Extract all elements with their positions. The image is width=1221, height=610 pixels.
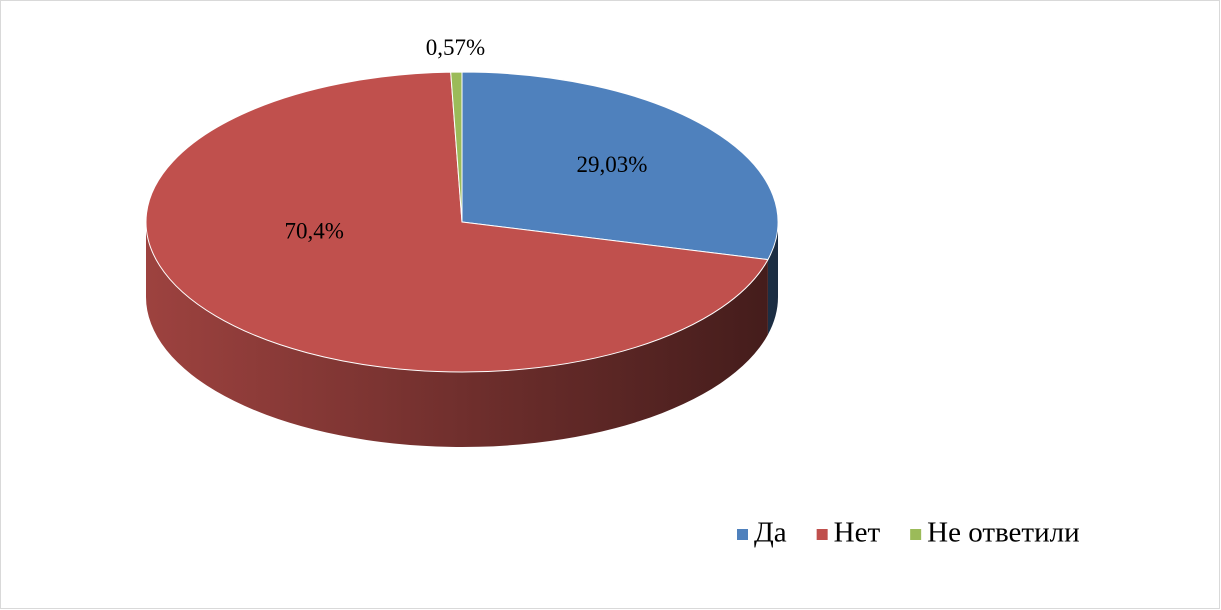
legend-swatch [910, 529, 922, 540]
legend-label: Да [754, 517, 787, 549]
legend-label: Не ответили [927, 517, 1079, 549]
legend-swatch [816, 529, 828, 540]
data-label: 70,4% [284, 219, 343, 244]
pie-slice [450, 71, 463, 223]
pie-slice [145, 71, 769, 373]
data-label: 0,57% [426, 35, 485, 60]
pie-slice [461, 71, 779, 261]
pie-slice-side [767, 222, 778, 335]
legend-swatch [737, 529, 748, 540]
data-label: 29,03% [576, 152, 647, 177]
pie-slice-side [146, 222, 768, 447]
legend-label: Нет [834, 517, 881, 549]
